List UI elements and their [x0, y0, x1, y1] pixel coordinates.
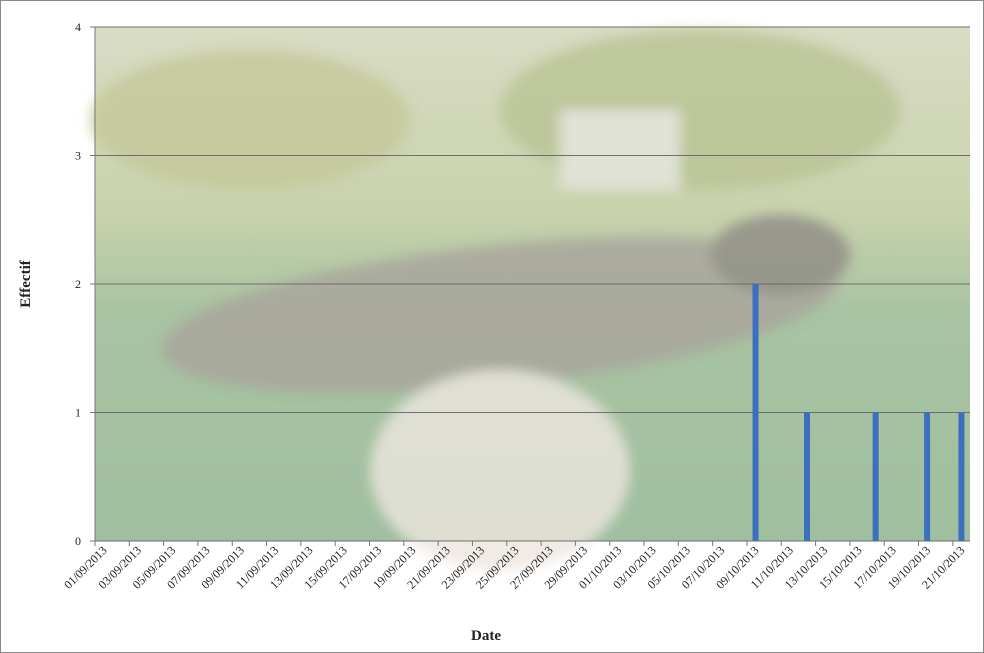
- y-tick-label: 4: [75, 20, 81, 34]
- y-tick-label: 2: [75, 277, 81, 291]
- bar: [958, 412, 965, 541]
- y-axis-title: Effectif: [18, 259, 34, 307]
- y-tick-label: 0: [75, 534, 81, 548]
- bar: [872, 412, 879, 541]
- x-axis-title: Date: [471, 628, 501, 644]
- y-tick-label: 3: [75, 149, 81, 163]
- background-photo: [90, 27, 970, 570]
- bar: [924, 412, 931, 541]
- bar: [804, 412, 811, 541]
- y-tick-label: 1: [75, 406, 81, 420]
- bar: [752, 284, 759, 541]
